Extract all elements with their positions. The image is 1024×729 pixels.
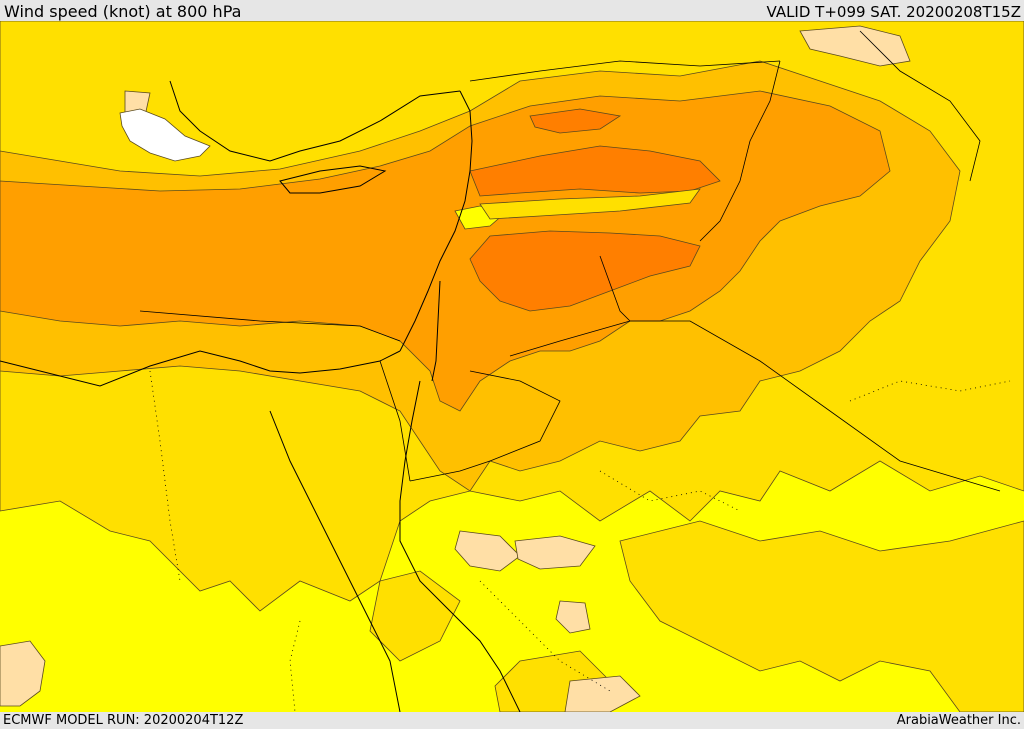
map-title: Wind speed (knot) at 800 hPa bbox=[4, 2, 242, 21]
border-iraq-iran bbox=[699, 60, 781, 242]
valid-time: VALID T+099 SAT. 20200208T15Z bbox=[766, 3, 1021, 21]
pale-patch-3 bbox=[454, 530, 521, 572]
jordan-valley bbox=[431, 280, 441, 382]
dark-orange-core-3 bbox=[529, 108, 622, 134]
credit: ArabiaWeather Inc. bbox=[896, 713, 1021, 728]
pale-patch-4 bbox=[514, 535, 596, 570]
map-footer: ECMWF MODEL RUN: 20200204T12Z ArabiaWeat… bbox=[0, 712, 1024, 729]
border-egypt-sudan bbox=[379, 360, 411, 482]
red-sea-west bbox=[269, 410, 401, 712]
coastlines bbox=[0, 80, 521, 712]
calm-zone bbox=[119, 108, 211, 162]
pale-patch-1 bbox=[799, 25, 911, 67]
border-turkey-syria bbox=[469, 60, 781, 82]
pale-patch-2 bbox=[0, 640, 46, 707]
political-borders bbox=[139, 30, 1001, 492]
gold-patch-south-1 bbox=[619, 520, 1024, 712]
dotted-boundary-2 bbox=[289, 620, 301, 712]
dark-orange-core-1 bbox=[469, 145, 721, 197]
border-syria-iraq bbox=[599, 255, 1001, 492]
levant-coast bbox=[399, 90, 473, 352]
dotted-boundaries bbox=[149, 370, 1011, 712]
map-header: Wind speed (knot) at 800 hPa VALID T+099… bbox=[0, 0, 1024, 21]
pale-patch-6 bbox=[564, 675, 641, 712]
dark-orange-core-2 bbox=[469, 230, 701, 312]
dotted-boundary-4 bbox=[849, 380, 1011, 402]
gold-patch-south-2 bbox=[369, 570, 461, 662]
north-africa-coast bbox=[0, 350, 401, 387]
border-west bbox=[139, 310, 401, 342]
cyprus-outline bbox=[279, 165, 387, 194]
red-sea-east bbox=[399, 380, 521, 712]
border-east bbox=[859, 30, 981, 182]
turkey-coast bbox=[169, 80, 461, 162]
yellow-island-2 bbox=[479, 188, 701, 220]
model-run: ECMWF MODEL RUN: 20200204T12Z bbox=[3, 713, 244, 728]
border-saudi bbox=[409, 370, 561, 482]
pale-patch-5 bbox=[555, 600, 591, 634]
border-jordan-saudi bbox=[509, 320, 631, 357]
wind-speed-map[interactable] bbox=[0, 21, 1024, 712]
dotted-boundary-1 bbox=[149, 370, 181, 582]
